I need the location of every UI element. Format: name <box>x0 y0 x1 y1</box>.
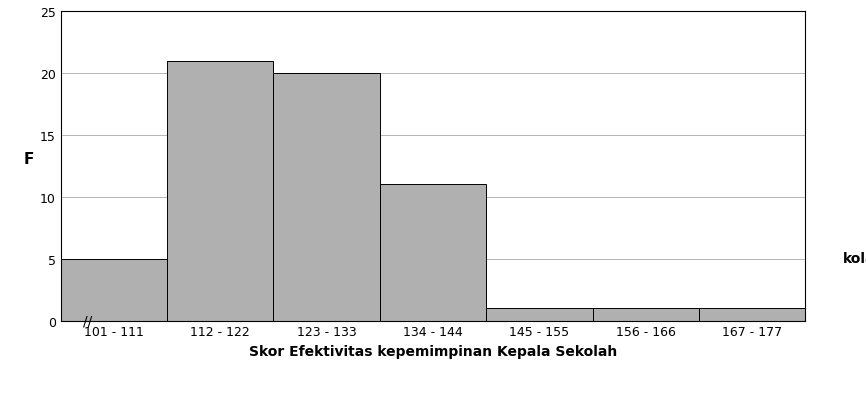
Bar <box>486 308 592 321</box>
Bar <box>167 61 274 321</box>
Bar <box>699 308 805 321</box>
Text: //: // <box>82 314 92 328</box>
Bar <box>380 185 486 321</box>
Bar <box>592 308 699 321</box>
X-axis label: Skor Efektivitas kepemimpinan Kepala Sekolah: Skor Efektivitas kepemimpinan Kepala Sek… <box>249 344 617 358</box>
Bar <box>61 259 167 321</box>
Y-axis label: F: F <box>23 152 34 166</box>
Bar <box>274 74 380 321</box>
Text: kolah: kolah <box>843 252 866 265</box>
